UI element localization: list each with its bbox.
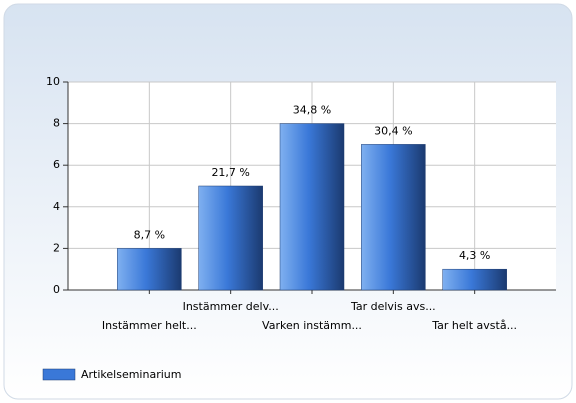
x-tick-label: Tar helt avstå... — [431, 319, 517, 332]
value-label: 34,8 % — [293, 104, 331, 117]
y-tick-label: 8 — [53, 117, 60, 130]
value-label: 30,4 % — [374, 124, 412, 137]
value-label: 8,7 % — [134, 228, 165, 241]
bar — [361, 144, 426, 291]
y-tick-label: 0 — [53, 283, 60, 296]
bar — [442, 268, 507, 291]
y-tick-label: 6 — [53, 158, 60, 171]
value-label: 21,7 % — [211, 166, 249, 179]
bar — [279, 123, 345, 291]
y-tick-label: 4 — [53, 200, 60, 213]
bar — [117, 248, 182, 291]
x-tick-label: Instämmer helt... — [102, 319, 197, 332]
value-label: 4,3 % — [459, 249, 490, 262]
x-tick-label: Instämmer delv... — [183, 300, 279, 313]
x-tick-label: Varken instämm... — [262, 319, 362, 332]
legend-label: Artikelseminarium — [81, 368, 181, 381]
legend-swatch — [42, 368, 76, 381]
y-tick-label: 10 — [46, 75, 60, 88]
y-tick-label: 2 — [53, 241, 60, 254]
bar — [198, 185, 263, 291]
x-tick-label: Tar delvis avs... — [350, 300, 436, 313]
